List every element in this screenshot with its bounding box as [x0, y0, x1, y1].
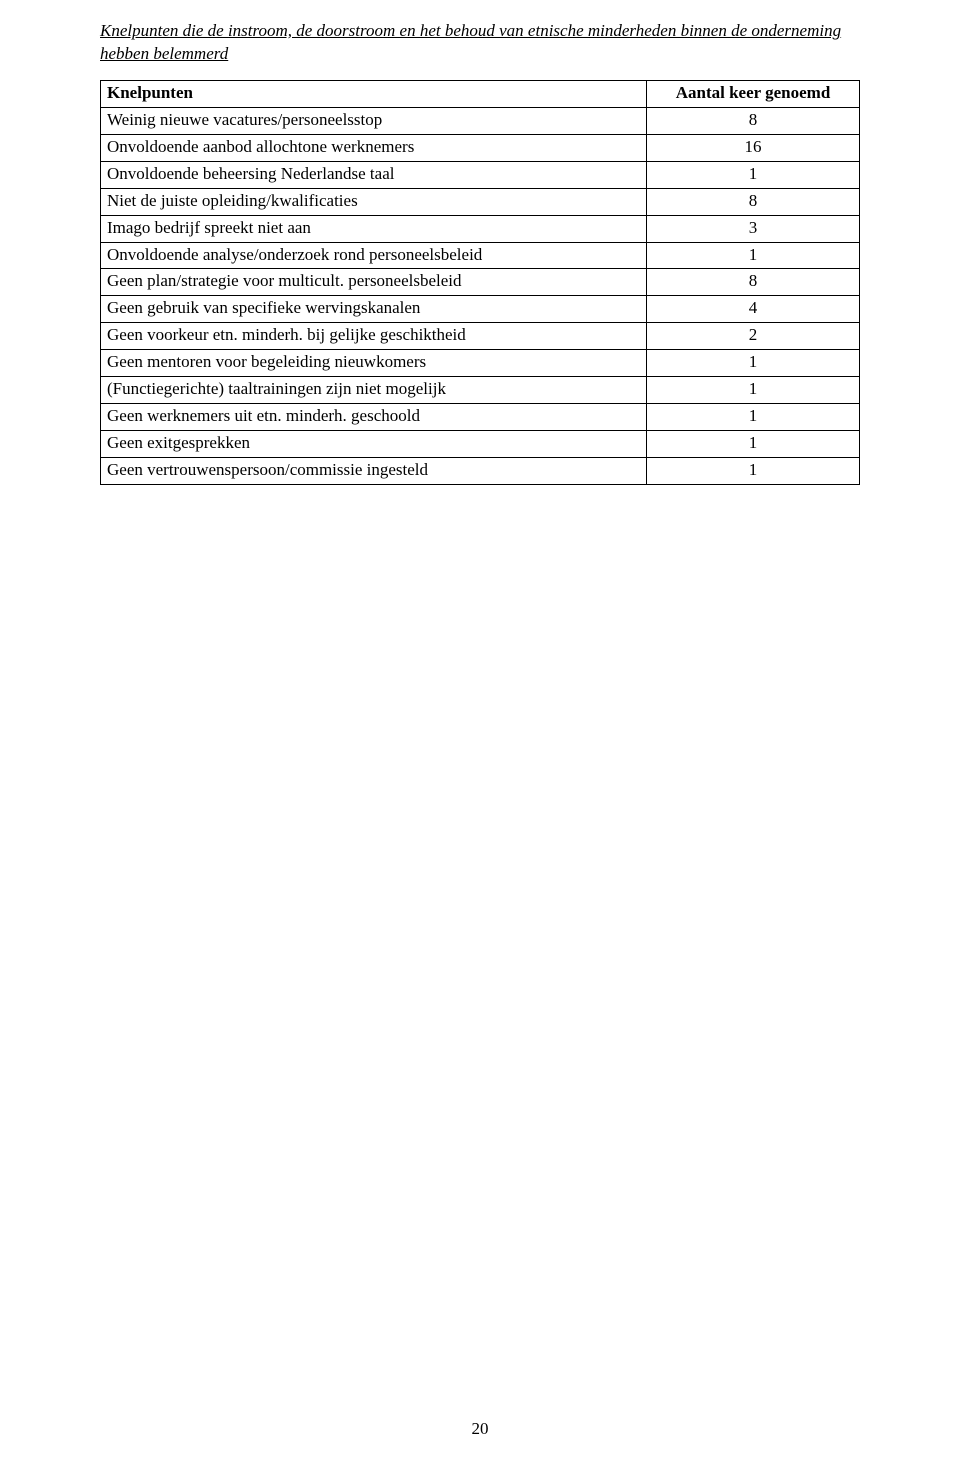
row-value: 8	[647, 107, 860, 134]
row-label: Onvoldoende beheersing Nederlandse taal	[101, 161, 647, 188]
page-number: 20	[0, 1419, 960, 1439]
row-label: Niet de juiste opleiding/kwalificaties	[101, 188, 647, 215]
row-value: 8	[647, 188, 860, 215]
row-value: 1	[647, 404, 860, 431]
table-row: Imago bedrijf spreekt niet aan 3	[101, 215, 860, 242]
table-row: Geen exitgesprekken 1	[101, 431, 860, 458]
row-value: 1	[647, 242, 860, 269]
table-row: Geen plan/strategie voor multicult. pers…	[101, 269, 860, 296]
row-label: Geen werknemers uit etn. minderh. gescho…	[101, 404, 647, 431]
table-header-value: Aantal keer genoemd	[647, 80, 860, 107]
section-heading: Knelpunten die de instroom, de doorstroo…	[100, 20, 860, 66]
row-value: 8	[647, 269, 860, 296]
row-value: 4	[647, 296, 860, 323]
row-label: Imago bedrijf spreekt niet aan	[101, 215, 647, 242]
table-row: Geen voorkeur etn. minderh. bij gelijke …	[101, 323, 860, 350]
row-label: Geen voorkeur etn. minderh. bij gelijke …	[101, 323, 647, 350]
row-value: 1	[647, 458, 860, 485]
table-header-row: Knelpunten Aantal keer genoemd	[101, 80, 860, 107]
table-row: Geen werknemers uit etn. minderh. gescho…	[101, 404, 860, 431]
row-label: Geen exitgesprekken	[101, 431, 647, 458]
row-label: Onvoldoende analyse/onderzoek rond perso…	[101, 242, 647, 269]
row-value: 16	[647, 134, 860, 161]
row-value: 2	[647, 323, 860, 350]
table-row: Geen gebruik van specifieke wervingskana…	[101, 296, 860, 323]
row-value: 1	[647, 161, 860, 188]
row-label: Geen gebruik van specifieke wervingskana…	[101, 296, 647, 323]
row-value: 3	[647, 215, 860, 242]
row-label: (Functiegerichte) taaltrainingen zijn ni…	[101, 377, 647, 404]
table-row: Geen vertrouwenspersoon/commissie ingest…	[101, 458, 860, 485]
knelpunten-table: Knelpunten Aantal keer genoemd Weinig ni…	[100, 80, 860, 485]
table-row: Onvoldoende analyse/onderzoek rond perso…	[101, 242, 860, 269]
row-label: Geen vertrouwenspersoon/commissie ingest…	[101, 458, 647, 485]
row-label: Weinig nieuwe vacatures/personeelsstop	[101, 107, 647, 134]
row-value: 1	[647, 377, 860, 404]
table-row: Onvoldoende aanbod allochtone werknemers…	[101, 134, 860, 161]
table-row: Niet de juiste opleiding/kwalificaties 8	[101, 188, 860, 215]
row-value: 1	[647, 431, 860, 458]
row-value: 1	[647, 350, 860, 377]
table-row: Weinig nieuwe vacatures/personeelsstop 8	[101, 107, 860, 134]
row-label: Geen mentoren voor begeleiding nieuwkome…	[101, 350, 647, 377]
table-row: Onvoldoende beheersing Nederlandse taal …	[101, 161, 860, 188]
table-row: Geen mentoren voor begeleiding nieuwkome…	[101, 350, 860, 377]
table-row: (Functiegerichte) taaltrainingen zijn ni…	[101, 377, 860, 404]
row-label: Geen plan/strategie voor multicult. pers…	[101, 269, 647, 296]
table-header-label: Knelpunten	[101, 80, 647, 107]
row-label: Onvoldoende aanbod allochtone werknemers	[101, 134, 647, 161]
